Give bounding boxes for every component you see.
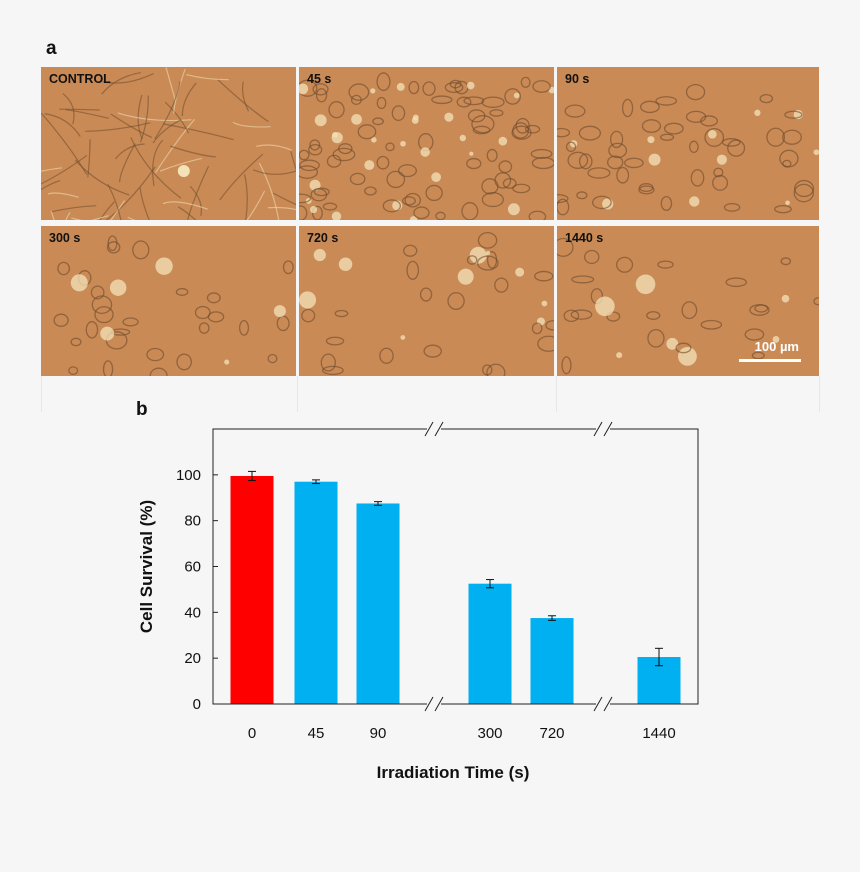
micrograph-texture — [557, 67, 819, 220]
x-tick-label: 1440 — [642, 725, 675, 742]
x-tick-label: 45 — [308, 725, 325, 742]
micrograph-45s: 45 s — [299, 67, 554, 220]
axis-break-mark — [424, 421, 434, 437]
micrograph-label: 300 s — [49, 231, 81, 245]
micrograph-label: CONTROL — [49, 72, 111, 86]
y-tick-label: 100 — [176, 467, 201, 484]
axis-break-gap — [427, 426, 441, 432]
bar — [230, 475, 274, 704]
axis-break-gap — [596, 426, 610, 432]
micrograph-90s: 90 s — [557, 67, 819, 220]
x-axis-title: Irradiation Time (s) — [377, 763, 530, 782]
axis-break-mark — [434, 696, 444, 712]
micrograph-texture — [299, 226, 554, 376]
y-axis-title: Cell Survival (%) — [137, 500, 156, 633]
axis-break-mark — [593, 421, 603, 437]
bar-chart: 0 20 40 60 80 100 0 45 90 300 720 1440 Cell Surviva… — [137, 421, 699, 782]
y-tick-label: 0 — [193, 696, 201, 713]
panel-a-label: a — [46, 38, 57, 59]
micrograph-label: 1440 s — [565, 231, 604, 245]
grid-line — [819, 376, 820, 412]
y-tick-label: 60 — [184, 559, 201, 576]
grid-line — [556, 376, 557, 412]
bars-layer — [230, 470, 681, 704]
micrograph-texture — [41, 67, 296, 220]
axis-break-mark — [424, 696, 434, 712]
panel-b-label: b — [136, 399, 148, 420]
scale-bar — [739, 359, 801, 362]
y-tick-label: 80 — [184, 513, 201, 530]
bar — [468, 583, 512, 704]
axes-layer: 0 20 40 60 80 100 0 45 90 300 720 1440 — [176, 421, 699, 742]
y-tick-label: 20 — [184, 650, 201, 667]
plot-frame — [212, 428, 699, 705]
axis-break-mark — [593, 696, 603, 712]
axis-break-mark — [434, 421, 444, 437]
micrograph-1440s: 1440 s 100 µm — [557, 226, 819, 376]
y-tick-label: 40 — [184, 604, 201, 621]
bar — [294, 481, 338, 704]
micrograph-label: 720 s — [307, 231, 339, 245]
axis-break-mark — [603, 421, 613, 437]
micrograph-texture — [299, 67, 554, 220]
grid-line — [41, 376, 42, 412]
x-tick-label: 720 — [539, 725, 564, 742]
grid-line — [297, 376, 298, 412]
micrograph-label: 45 s — [307, 72, 332, 86]
axis-break-mark — [603, 696, 613, 712]
micrograph-300s: 300 s — [41, 226, 296, 376]
micrograph-texture — [41, 226, 296, 376]
micrograph-grid: CONTROL 45 s 90 s 300 s 720 s 1440 s 100… — [41, 67, 819, 376]
bar — [356, 503, 400, 704]
bar — [530, 618, 574, 704]
micrograph-texture — [557, 226, 819, 376]
micrograph-label: 90 s — [565, 72, 590, 86]
x-tick-label: 90 — [370, 725, 387, 742]
scale-bar-label: 100 µm — [754, 339, 799, 354]
micrograph-control: CONTROL — [41, 67, 296, 220]
micrograph-720s: 720 s — [299, 226, 554, 376]
axis-break-gap — [596, 701, 610, 707]
x-tick-label: 0 — [248, 725, 256, 742]
x-tick-label: 300 — [477, 725, 502, 742]
axis-break-gap — [427, 701, 441, 707]
